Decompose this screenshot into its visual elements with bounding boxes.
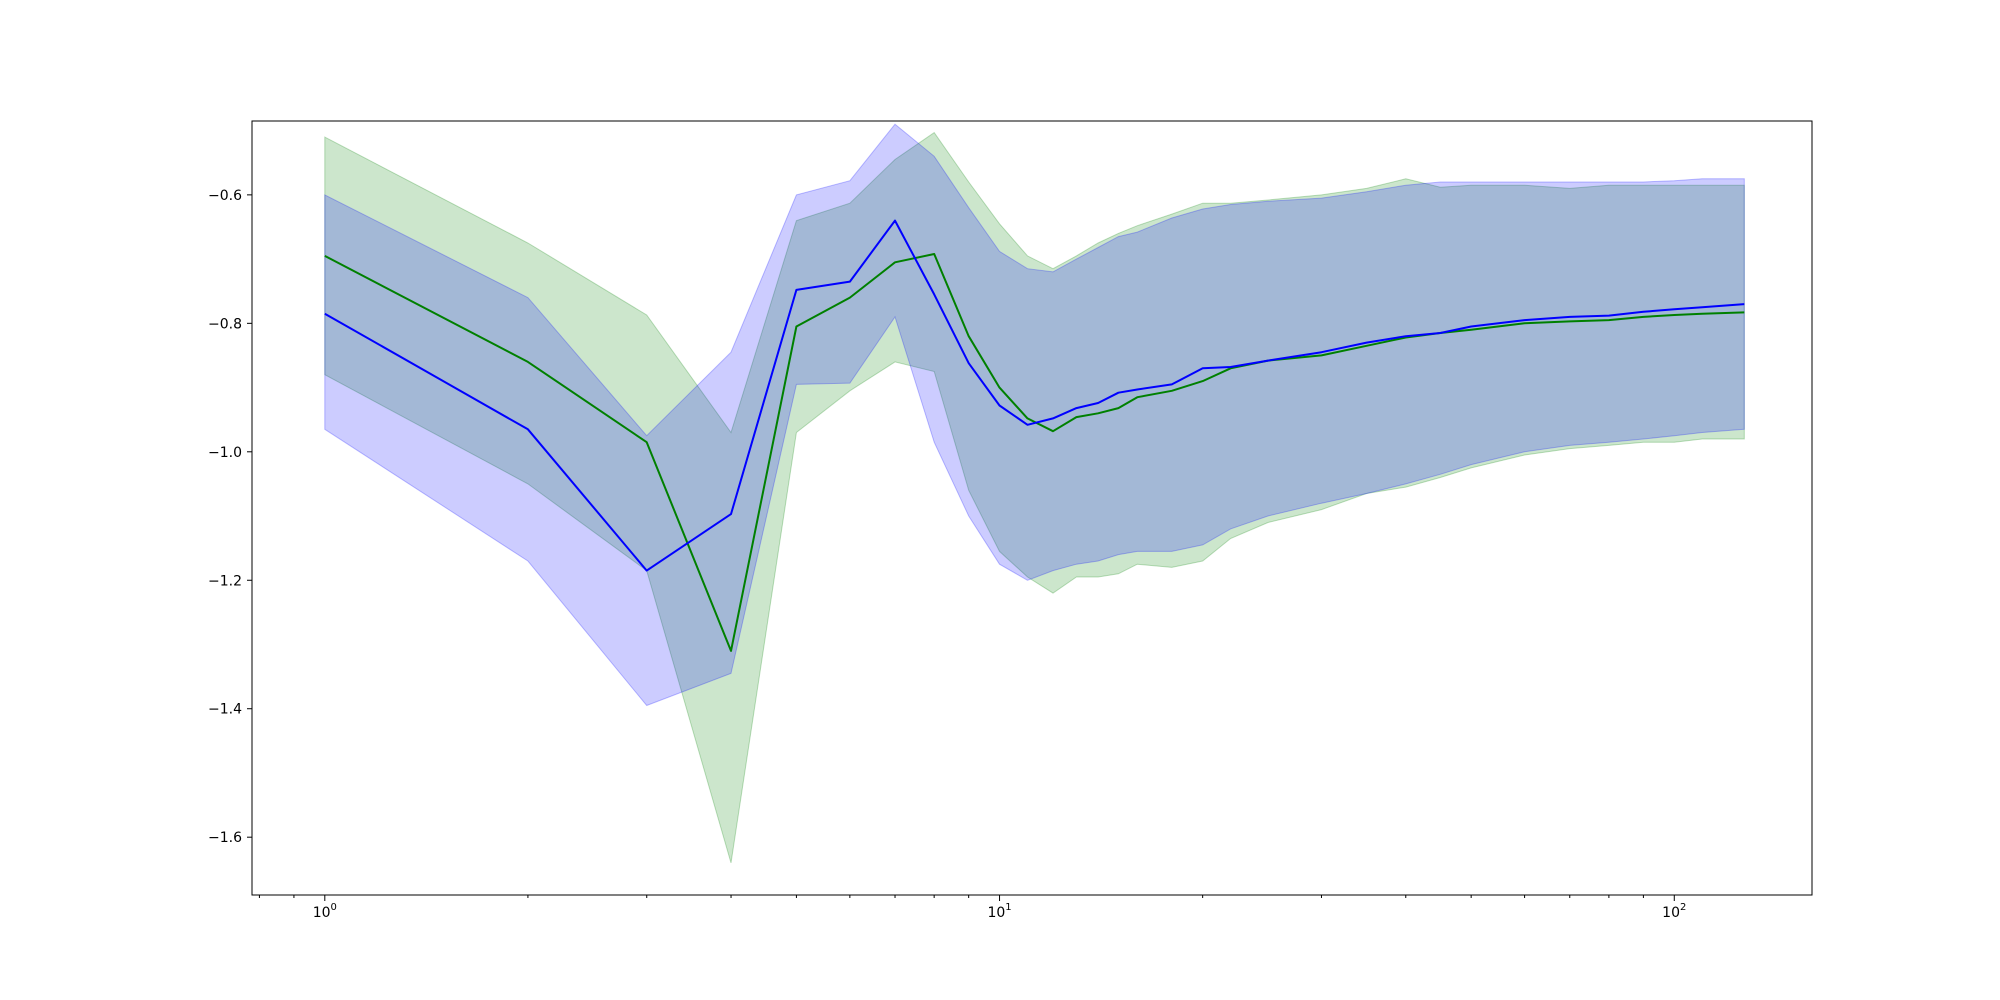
x-tick-label: 101: [987, 902, 1011, 921]
line-series-2: [324, 219, 1745, 572]
band-series-1: [324, 131, 1745, 864]
band-series-2: [324, 123, 1745, 707]
y-tick-label: −1.0: [208, 445, 242, 461]
x-tick-label: 102: [1662, 902, 1686, 921]
series-lines: [324, 219, 1745, 652]
y-tick-label: −0.8: [208, 316, 242, 332]
x-axis: 100 101 102: [258, 895, 1686, 921]
y-tick-label: −1.4: [208, 702, 242, 718]
plot-frame: [251, 120, 1813, 896]
y-tick-label: −1.6: [208, 830, 242, 846]
x-tick-label: 100: [313, 902, 337, 921]
line-series-1: [324, 253, 1745, 652]
y-tick-label: −1.2: [208, 573, 242, 589]
y-tick-label: −0.6: [208, 188, 242, 204]
confidence-bands: [324, 123, 1745, 864]
y-axis: −0.6 −0.8 −1.0 −1.2 −1.4 −1.6: [208, 188, 252, 846]
